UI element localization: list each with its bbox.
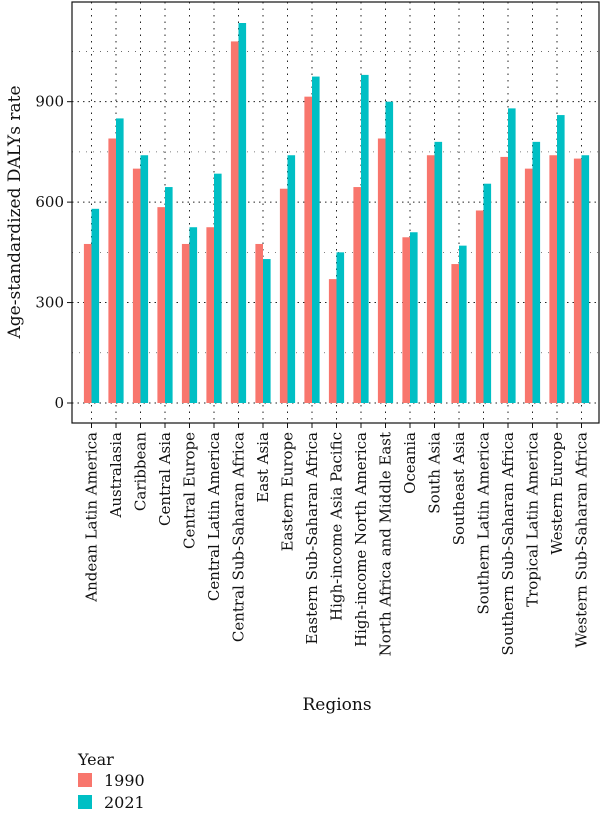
bar-1990-1: [108, 138, 116, 404]
bar-2021-5: [214, 173, 222, 403]
x-tick-label: Southern Sub-Saharan Africa: [499, 432, 517, 656]
bar-1990-5: [206, 227, 214, 403]
legend-swatch-2021: [78, 795, 92, 809]
x-tick-label: Southern Latin America: [475, 432, 493, 615]
bar-2021-8: [287, 155, 296, 403]
bar-2021-14: [434, 141, 443, 404]
bar-2021-3: [165, 187, 173, 403]
bar-1990-8: [279, 188, 288, 403]
y-tick-label: 900: [35, 93, 64, 111]
x-axis-title: Regions: [302, 695, 371, 715]
bar-2021-6: [238, 23, 247, 403]
y-tick-label: 0: [54, 394, 64, 412]
y-tick-label: 600: [35, 193, 64, 211]
bars: [83, 23, 590, 404]
bar-1990-16: [475, 210, 484, 403]
bar-1990-15: [451, 264, 459, 403]
bar-1990-12: [377, 138, 386, 404]
x-tick-label: Central Sub-Saharan Africa: [230, 432, 248, 642]
bar-2021-9: [312, 76, 320, 403]
bar-2021-1: [116, 118, 124, 403]
bar-1990-20: [573, 158, 582, 403]
bar-1990-0: [83, 243, 92, 403]
bar-1990-19: [549, 155, 557, 403]
bar-1990-3: [157, 207, 165, 403]
bar-2021-19: [557, 115, 565, 403]
x-tick-label: Eastern Europe: [279, 432, 297, 552]
x-tick-label: Central Europe: [181, 432, 199, 549]
bar-1990-6: [230, 41, 239, 404]
x-tick-label: Western Sub-Saharan Africa: [573, 432, 591, 648]
legend-title: Year: [77, 750, 114, 769]
bar-2021-18: [532, 141, 541, 404]
bar-2021-13: [410, 232, 418, 403]
y-axis-title: Age-standardized DALYs rate: [5, 86, 25, 340]
bar-1990-10: [328, 279, 337, 403]
bar-2021-2: [140, 155, 149, 403]
x-tick-label: High-income Asia Pacific: [328, 432, 346, 621]
x-tick-label: South Asia: [426, 432, 444, 514]
legend-label-2021: 2021: [104, 793, 145, 812]
x-tick-label: Southeast Asia: [450, 432, 468, 545]
bar-2021-17: [508, 108, 516, 403]
x-tick-label: Caribbean: [132, 432, 150, 511]
bar-2021-11: [361, 74, 369, 403]
bar-2021-15: [459, 245, 467, 403]
x-tick-label: Tropical Latin America: [524, 432, 542, 607]
bar-2021-0: [91, 208, 100, 403]
legend-swatch-1990: [78, 773, 92, 787]
x-tick-label: Andean Latin America: [83, 432, 101, 603]
x-tick-label: Oceania: [401, 432, 419, 494]
x-tick-label: Western Europe: [548, 432, 566, 555]
legend: Year 1990 2021: [77, 750, 145, 812]
bar-1990-17: [500, 156, 508, 403]
bar-2021-4: [189, 227, 198, 403]
bar-1990-9: [304, 96, 312, 404]
bar-1990-11: [353, 187, 361, 403]
x-tick-label: Australasia: [107, 432, 125, 519]
x-tick-label: Eastern Sub-Saharan Africa: [303, 432, 321, 645]
y-tick-label: 300: [35, 294, 64, 312]
plot-panel-border: [71, 1, 600, 424]
bar-1990-14: [426, 155, 435, 403]
bar-2021-7: [263, 259, 271, 403]
x-axis: Andean Latin America Australasia Caribbean…: [83, 423, 591, 656]
bar-2021-12: [385, 101, 394, 404]
legend-label-1990: 1990: [104, 771, 145, 790]
x-tick-label: Central Asia: [156, 432, 174, 526]
bar-1990-18: [524, 168, 533, 403]
x-tick-label: High-income North America: [352, 432, 370, 647]
bar-1990-7: [255, 243, 263, 403]
x-tick-label: East Asia: [254, 432, 272, 503]
bar-1990-2: [132, 168, 141, 403]
x-tick-label: North Africa and Middle East: [377, 432, 395, 656]
bar-1990-13: [402, 237, 410, 403]
bar-1990-4: [181, 243, 190, 403]
y-axis: 0 300 600 900: [35, 93, 72, 412]
bar-2021-16: [483, 183, 492, 403]
x-tick-label: Central Latin America: [205, 432, 223, 601]
bar-2021-20: [581, 155, 590, 403]
bar-2021-10: [336, 252, 345, 403]
